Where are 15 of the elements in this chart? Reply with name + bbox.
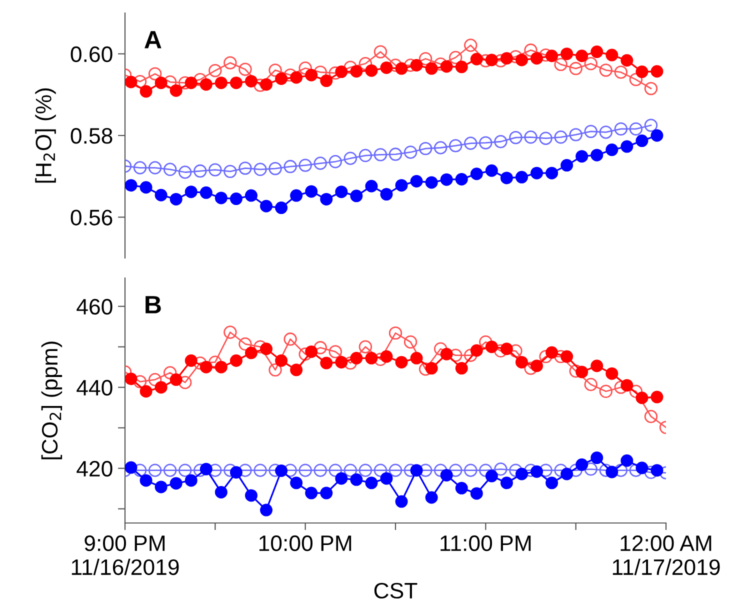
annotation: A (144, 31, 162, 48)
annotation: B (146, 296, 161, 314)
y-tick-label: 0.58 (70, 128, 112, 144)
y-axis-title: [CO$_{2}$] (ppm) (41, 342, 62, 460)
y-tick-label: 0.56 (70, 210, 112, 226)
y-tick-label: 420 (76, 460, 112, 477)
y-tick-label: 460 (76, 298, 112, 315)
y-tick-label: 0.60 (70, 46, 112, 62)
x-tick-label: 9:00 PM 11/16/2019 (72, 535, 179, 576)
y-tick-label: 440 (76, 380, 112, 396)
y-axis-title: [H$_{2}$O] (%) (35, 88, 56, 183)
x-axis-title: CST (374, 582, 418, 599)
x-tick-label: 11:00 PM (440, 535, 531, 552)
x-tick-label: 10:00 PM (259, 535, 352, 552)
x-tick-label: 12:00 AM 11/17/2019 (612, 535, 720, 576)
